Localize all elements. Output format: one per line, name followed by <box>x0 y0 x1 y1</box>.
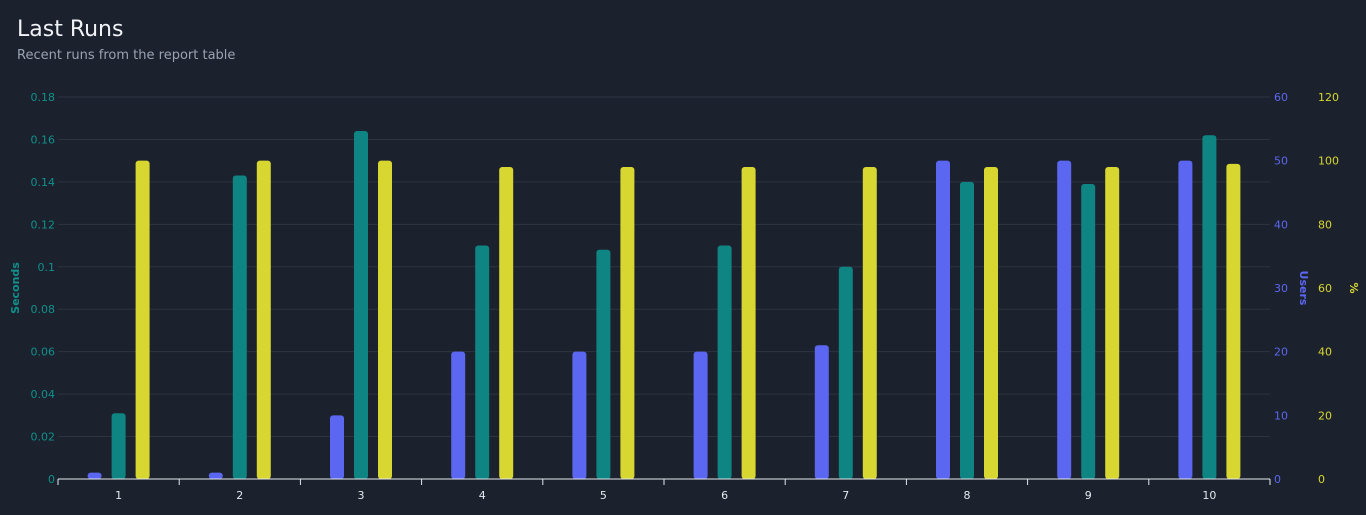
bar-seconds <box>1081 184 1096 479</box>
bar-percent <box>620 167 635 480</box>
bar-percent <box>378 160 392 479</box>
y-tick-label-seconds: 0.06 <box>31 346 56 359</box>
y-tick-label-percent: 20 <box>1318 409 1332 422</box>
x-tick-label: 1 <box>115 489 122 502</box>
y-tick-label-seconds: 0.14 <box>31 176 56 189</box>
y-tick-label-users: 10 <box>1274 409 1288 422</box>
bar-seconds <box>596 249 611 479</box>
bar-users <box>572 351 587 479</box>
x-tick-label: 3 <box>358 489 365 502</box>
bar-users <box>87 472 102 479</box>
bar-seconds <box>960 181 974 479</box>
x-tick-label: 8 <box>964 489 971 502</box>
y-tick-label-percent: 80 <box>1318 218 1332 231</box>
y-tick-label-users: 40 <box>1274 218 1288 231</box>
bar-seconds <box>232 175 247 479</box>
x-tick-label: 10 <box>1202 489 1216 502</box>
y-tick-label-seconds: 0.1 <box>38 261 56 274</box>
y-axis-title-percent: % <box>1347 282 1360 293</box>
x-tick-label: 5 <box>600 489 607 502</box>
y-tick-label-users: 30 <box>1274 282 1288 295</box>
bar-percent <box>1105 167 1120 480</box>
x-tick-label: 7 <box>842 489 849 502</box>
y-axis-title-seconds: Seconds <box>9 262 22 314</box>
right-axis-users: 0 10 20 30 40 50 60 <box>1274 91 1288 486</box>
bar-seconds <box>838 266 853 479</box>
bar-seconds <box>1202 135 1217 479</box>
chart-title: Last Runs <box>17 17 124 42</box>
chart-subtitle: Recent runs from the report table <box>17 48 236 63</box>
bar-users <box>451 351 466 479</box>
bar-users <box>208 472 223 479</box>
bar-percent <box>984 167 998 480</box>
y-tick-label-users: 60 <box>1274 91 1288 104</box>
y-tick-label-percent: 60 <box>1318 282 1332 295</box>
bar-percent <box>256 160 271 479</box>
bar-percent <box>135 160 150 479</box>
bar-seconds <box>111 413 126 479</box>
y-tick-label-seconds: 0.02 <box>31 431 56 444</box>
y-tick-label-seconds: 0 <box>48 473 55 486</box>
y-tick-label-seconds: 0.16 <box>31 133 56 146</box>
bar-seconds <box>717 245 732 479</box>
y-tick-label-percent: 0 <box>1318 473 1325 486</box>
y-axis-title-users: Users <box>1297 271 1310 306</box>
bar-users <box>936 160 950 479</box>
bar-percent <box>1226 163 1241 479</box>
y-tick-label-seconds: 0.04 <box>31 388 56 401</box>
bar-percent <box>862 167 877 480</box>
x-tick-label: 2 <box>236 489 243 502</box>
bar-users <box>814 345 829 479</box>
y-tick-label-percent: 40 <box>1318 346 1332 359</box>
axis-titles: Seconds Users% <box>9 262 1360 314</box>
bar-seconds <box>354 130 368 479</box>
y-tick-label-seconds: 0.12 <box>31 218 56 231</box>
bar-users <box>330 415 344 479</box>
y-tick-label-users: 20 <box>1274 346 1288 359</box>
y-tick-label-percent: 120 <box>1318 91 1339 104</box>
bars <box>87 130 1241 480</box>
x-tick-label: 9 <box>1085 489 1092 502</box>
x-tick-label: 6 <box>721 489 728 502</box>
bar-users <box>1178 160 1193 479</box>
y-tick-label-users: 50 <box>1274 155 1288 168</box>
bar-seconds <box>475 245 490 479</box>
y-tick-label-users: 0 <box>1274 473 1281 486</box>
y-tick-label-seconds: 0.18 <box>31 91 56 104</box>
right-axis-percent: 0 20 40 60 80 100 120 <box>1318 91 1339 486</box>
left-axis-seconds: 0 0.02 0.04 0.06 0.08 0.1 0.12 0.14 0.16 0.18 <box>31 91 56 486</box>
bar-percent <box>499 167 514 480</box>
bar-percent <box>741 167 756 480</box>
bar-users <box>693 351 708 479</box>
y-tick-label-seconds: 0.08 <box>31 303 56 316</box>
x-axis: 1 2 3 4 5 6 7 8 9 10 <box>57 478 1271 502</box>
x-tick-label: 4 <box>479 489 486 502</box>
y-tick-label-percent: 100 <box>1318 155 1339 168</box>
bar-users <box>1057 160 1072 479</box>
